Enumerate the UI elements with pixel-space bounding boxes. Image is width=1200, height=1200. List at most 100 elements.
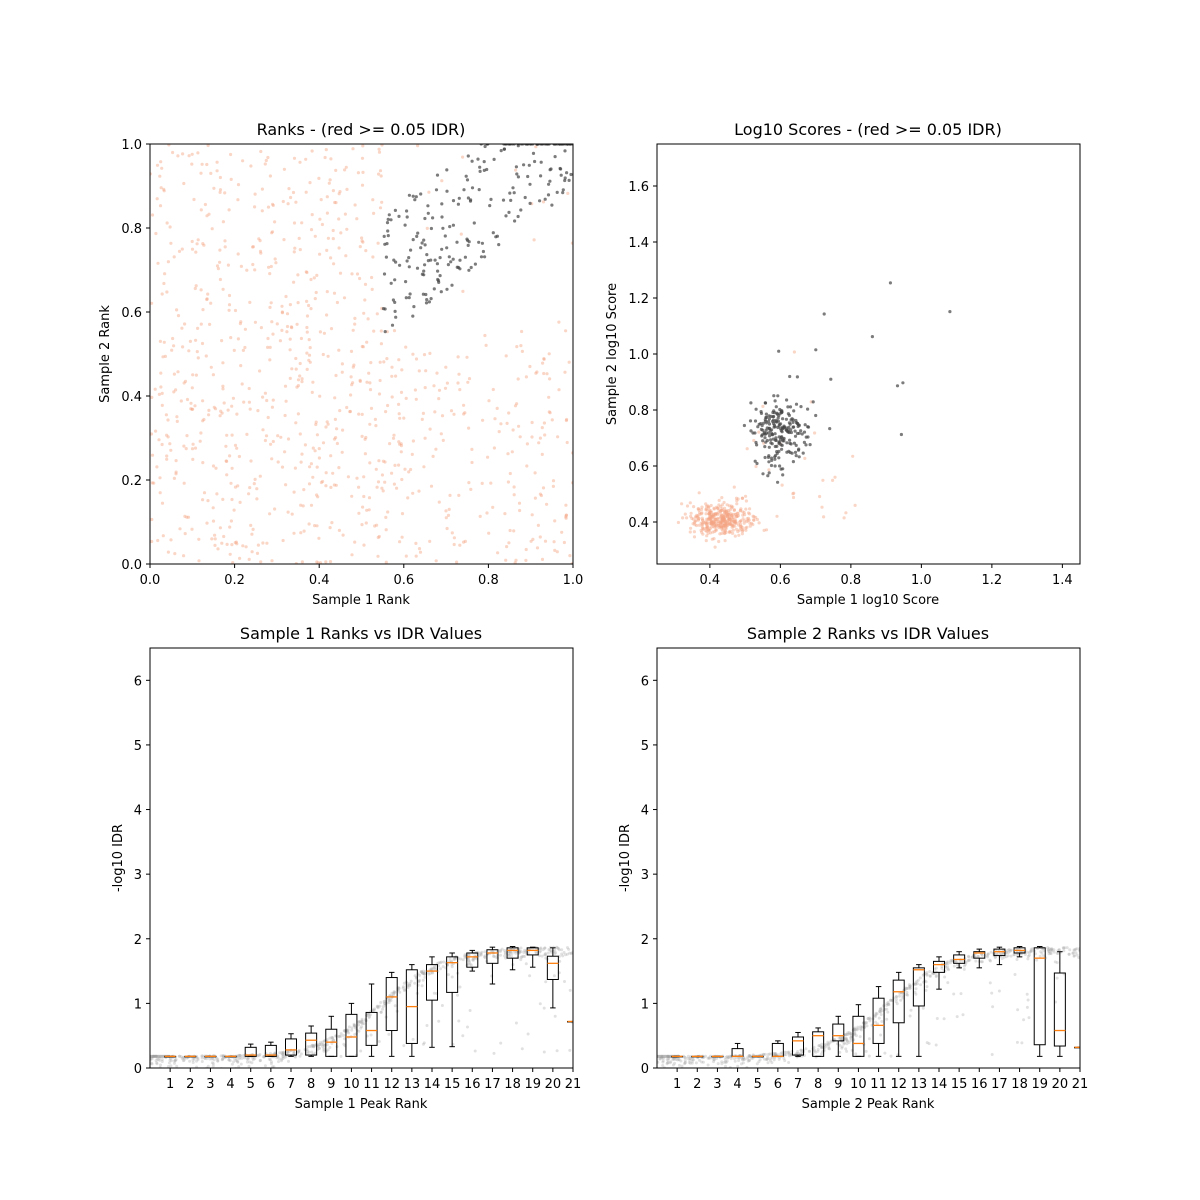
data-point (238, 500, 242, 504)
x-tick-label: 9 (327, 1077, 335, 1092)
idr-point (853, 1026, 857, 1030)
idr-point (666, 1061, 669, 1065)
box-5 (751, 1055, 764, 1058)
data-point (721, 519, 725, 523)
data-point (706, 504, 710, 508)
data-point (159, 371, 163, 375)
data-point (397, 440, 401, 444)
data-point (711, 520, 715, 524)
data-point (726, 512, 730, 516)
data-point (385, 221, 390, 225)
idr-point (375, 1004, 379, 1008)
data-point (251, 245, 255, 249)
data-point (364, 249, 368, 253)
data-point (724, 509, 728, 513)
idr-point (850, 1034, 854, 1038)
idr-point (322, 1046, 326, 1050)
data-point (456, 381, 460, 385)
data-point (445, 287, 449, 291)
idr-point (568, 1048, 572, 1052)
idr-point (305, 1048, 309, 1051)
idr-point (269, 1051, 272, 1055)
data-point (714, 528, 718, 532)
data-point (769, 441, 773, 445)
data-point (434, 188, 439, 192)
data-point (444, 516, 448, 520)
data-point (696, 514, 700, 518)
data-point (738, 509, 742, 513)
idr-point (463, 956, 467, 959)
idr-point (524, 950, 528, 954)
box-19 (526, 946, 539, 968)
data-point (774, 453, 778, 458)
idr-point (985, 954, 989, 958)
box-6 (771, 1040, 784, 1058)
data-point (365, 340, 369, 344)
idr-point (306, 1045, 310, 1049)
data-point (717, 520, 721, 524)
data-point (325, 290, 329, 294)
data-point (202, 491, 207, 495)
data-point (697, 508, 701, 512)
idr-point (221, 1055, 225, 1058)
data-point (384, 255, 388, 259)
data-point (550, 203, 554, 207)
data-point (465, 178, 470, 182)
idr-point (170, 1059, 173, 1063)
idr-point (665, 1057, 669, 1061)
data-point (414, 195, 418, 199)
data-point (708, 517, 712, 521)
data-point (182, 381, 186, 385)
data-point (440, 179, 444, 183)
idr-point (367, 1016, 371, 1019)
data-point (315, 465, 319, 469)
idr-point (1013, 973, 1017, 976)
data-point (765, 415, 769, 419)
idr-point (475, 957, 478, 961)
data-point (767, 417, 772, 421)
idr-point (1049, 948, 1053, 952)
data-point (398, 263, 402, 267)
idr-point (852, 1027, 856, 1031)
box-plot-marks (150, 945, 573, 1068)
data-point (715, 511, 719, 516)
data-point (445, 246, 449, 250)
data-point (781, 473, 785, 477)
idr-point (1075, 953, 1079, 957)
idr-point (745, 1057, 749, 1061)
data-point (700, 511, 704, 515)
y-tick-label: 4 (134, 804, 142, 819)
data-point (249, 164, 253, 168)
data-point (733, 534, 737, 538)
idr-point (392, 991, 396, 995)
data-point (258, 369, 262, 373)
idr-point (908, 984, 912, 988)
idr-point (353, 1033, 357, 1036)
y-tick-label: 1.0 (121, 138, 142, 153)
data-point (842, 516, 846, 520)
idr-point (337, 1035, 341, 1039)
data-point (525, 464, 529, 468)
data-point (290, 512, 294, 516)
idr-point (858, 1027, 862, 1031)
idr-point (245, 1057, 249, 1061)
idr-point (371, 1008, 375, 1012)
data-point (212, 405, 216, 409)
data-point (564, 418, 569, 423)
data-point (774, 418, 778, 422)
data-point (353, 316, 357, 320)
data-point (723, 509, 727, 513)
idr-point (269, 1062, 273, 1066)
x-tick-label: 21 (565, 1077, 582, 1092)
idr-point (1055, 951, 1059, 955)
data-point (705, 508, 709, 512)
data-point (723, 523, 727, 527)
data-point (728, 522, 732, 526)
idr-point (1031, 947, 1035, 951)
data-point (233, 541, 237, 545)
data-point (333, 396, 337, 400)
idr-point (383, 999, 387, 1003)
idr-point (1047, 952, 1051, 956)
data-point (712, 537, 716, 541)
data-point (196, 356, 200, 360)
